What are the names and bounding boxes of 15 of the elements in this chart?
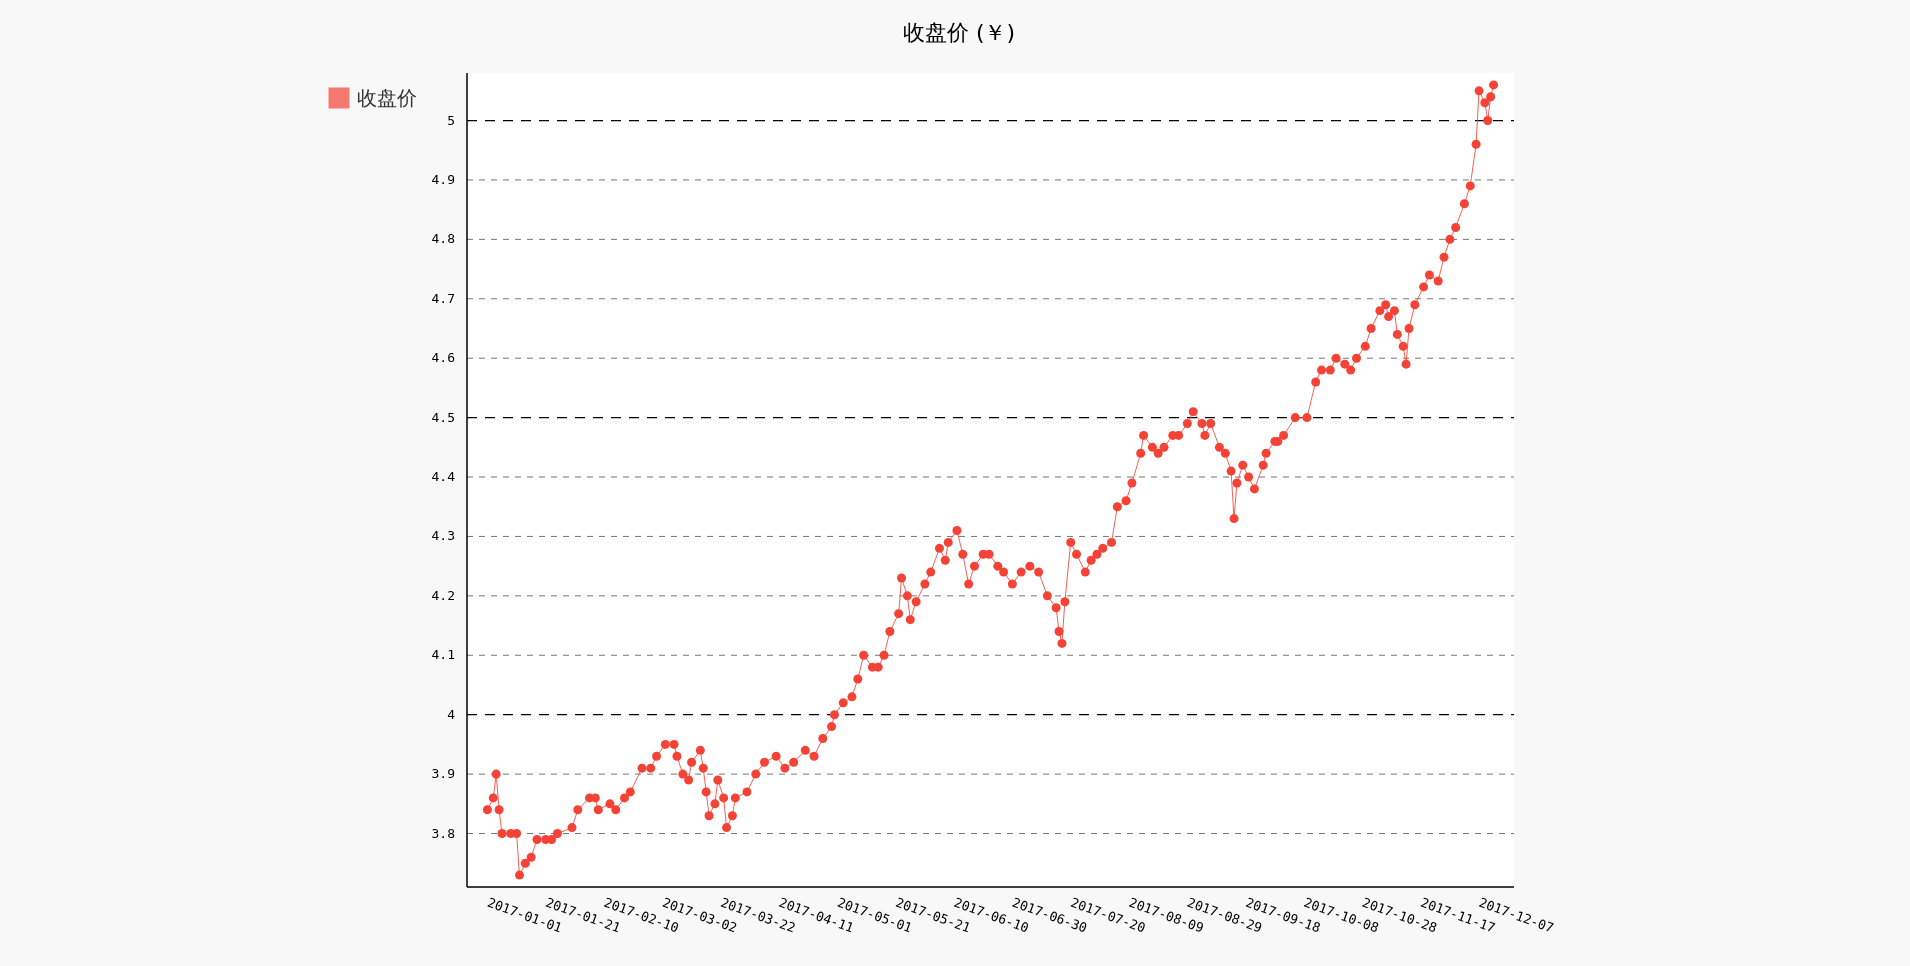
y-tick-label: 3.8: [431, 825, 455, 841]
y-tick-label: 3.9: [431, 766, 455, 782]
y-tick-label: 4.7: [431, 290, 455, 306]
chart-title: 收盘价 (￥): [902, 20, 1016, 45]
y-tick-label: 4.2: [431, 587, 455, 603]
y-tick-label: 4.1: [431, 647, 455, 663]
legend-label: 收盘价: [357, 86, 417, 110]
y-tick-label: 4.9: [431, 171, 455, 187]
y-tick-label: 4.3: [431, 528, 455, 544]
y-tick-label: 5: [447, 112, 455, 128]
y-tick-label: 4.5: [431, 409, 455, 425]
y-tick-label: 4.6: [431, 350, 455, 366]
y-tick-label: 4.8: [431, 231, 455, 247]
y-tick-label: 4: [447, 706, 456, 722]
y-tick-label: 4.4: [431, 469, 456, 485]
